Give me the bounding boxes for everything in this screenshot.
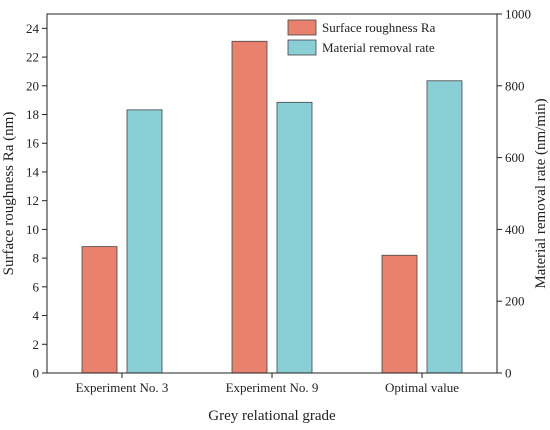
left-tick-label-5: 10 [26, 222, 39, 237]
right-tick-label-1: 200 [505, 294, 525, 309]
x-tick-label-1: Experiment No. 9 [226, 380, 319, 395]
left-tick-label-6: 12 [26, 193, 39, 208]
legend-label-surface-roughness: Surface roughness Ra [322, 20, 436, 35]
bar-material-removal-rate-1 [276, 101, 313, 374]
x-axis: Experiment No. 3 Experiment No. 9 Optimal … [76, 373, 459, 395]
legend-label-material-removal-rate: Material removal rate [322, 40, 435, 55]
left-tick-label-8: 16 [26, 136, 40, 151]
left-tick-label-1: 2 [33, 337, 40, 352]
legend-swatch-surface-roughness [287, 19, 317, 36]
left-tick-label-7: 14 [26, 164, 40, 179]
x-tick-label-0: Experiment No. 3 [76, 380, 169, 395]
x-axis-label: Grey relational grade [208, 408, 336, 424]
bar-surface-roughness-1 [231, 40, 268, 374]
right-tick-label-3: 600 [505, 150, 525, 165]
bar-surface-roughness-0 [81, 246, 118, 374]
legend: Surface roughness Ra Material removal rat… [287, 19, 436, 56]
x-tick-label-2: Optimal value [385, 380, 459, 395]
y-axis-label: Surface roughness Ra (nm) [1, 112, 17, 276]
left-tick-label-4: 8 [33, 251, 40, 266]
bar-material-removal-rate-2 [426, 80, 463, 374]
y2-axis-label: Material removal rate (nm/min) [533, 98, 549, 288]
left-tick-label-2: 4 [33, 308, 40, 323]
left-tick-label-0: 0 [33, 366, 40, 381]
right-tick-label-0: 0 [505, 366, 512, 381]
left-tick-label-10: 20 [26, 78, 39, 93]
right-axis: 0 200 400 600 800 1000 [497, 7, 531, 381]
bars-group [81, 40, 463, 374]
left-tick-label-9: 18 [26, 107, 39, 122]
right-tick-label-2: 400 [505, 222, 525, 237]
bar-surface-roughness-2 [381, 254, 418, 374]
left-tick-label-3: 6 [33, 279, 40, 294]
right-tick-label-4: 800 [505, 78, 525, 93]
left-tick-label-12: 24 [26, 21, 40, 36]
legend-swatch-material-removal-rate [287, 39, 317, 56]
right-tick-label-5: 1000 [505, 7, 531, 22]
left-tick-label-11: 22 [26, 50, 39, 65]
bar-material-removal-rate-0 [126, 109, 163, 374]
